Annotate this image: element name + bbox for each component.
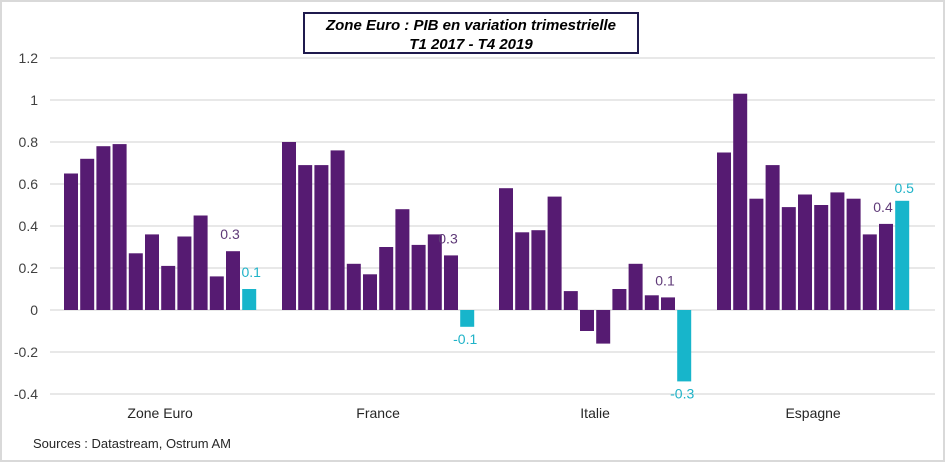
bar [128, 253, 143, 310]
y-tick-label: 0.8 [19, 134, 39, 150]
y-tick-label: -0.2 [14, 344, 38, 360]
bar [298, 165, 313, 310]
x-category-label: France [356, 405, 400, 421]
bar [515, 232, 530, 310]
bar [499, 188, 513, 310]
y-tick-label: 1.2 [19, 50, 39, 66]
bar [814, 205, 829, 310]
bar [580, 310, 594, 331]
bar [596, 310, 611, 344]
bar [547, 196, 562, 310]
bar [531, 230, 546, 310]
y-tick-label: 0.6 [19, 176, 39, 192]
chart-title: Zone Euro : PIB en variation trimestriel… [325, 17, 617, 34]
bar [644, 295, 659, 310]
bar [242, 289, 257, 310]
data-label: 0.4 [873, 199, 893, 215]
bar [781, 207, 796, 310]
chart-subtitle: T1 2017 - T4 2019 [409, 36, 533, 53]
data-label: 0.1 [241, 264, 261, 280]
bar [145, 234, 159, 310]
bar [749, 198, 764, 310]
y-tick-label: -0.4 [14, 386, 38, 402]
y-tick-label: 1 [30, 92, 38, 108]
bar [765, 165, 780, 310]
bar [733, 93, 748, 310]
bar [717, 152, 731, 310]
bar [830, 192, 845, 310]
y-tick-label: 0.2 [19, 260, 39, 276]
bar [612, 289, 627, 310]
bar [677, 310, 692, 382]
bar [846, 198, 861, 310]
bar [862, 234, 877, 310]
bar [193, 215, 208, 310]
source-note: Sources : Datastream, Ostrum AM [33, 436, 231, 451]
bar-group-zone-euro [64, 144, 257, 310]
bar [226, 251, 240, 310]
bar [444, 255, 458, 310]
x-category-label: Zone Euro [127, 405, 193, 421]
bar [314, 165, 329, 310]
y-tick-label: 0.4 [19, 218, 39, 234]
y-axis-ticks: 1.2 1 0.8 0.6 0.4 0.2 0 -0.2 -0.4 [14, 50, 38, 402]
data-label: 0.3 [220, 226, 240, 242]
bar [661, 297, 675, 310]
bar-group-italie [499, 188, 692, 382]
bar-group-espagne [717, 93, 910, 310]
bar [346, 263, 361, 310]
bar-group-france [282, 142, 475, 327]
bar [879, 223, 893, 310]
bar [460, 310, 475, 327]
x-category-label: Espagne [785, 405, 840, 421]
data-label: -0.3 [670, 385, 694, 401]
data-label: 0.5 [894, 180, 914, 196]
bar [209, 276, 224, 310]
data-label: 0.3 [438, 230, 458, 246]
bar [282, 142, 296, 310]
bar [161, 265, 176, 310]
bar [895, 200, 910, 310]
chart-title-box: Zone Euro : PIB en variation trimestriel… [303, 12, 639, 54]
data-label: -0.1 [453, 331, 477, 347]
y-tick-label: 0 [30, 302, 38, 318]
x-category-label: Italie [580, 405, 610, 421]
bar [80, 158, 95, 310]
data-label: 0.1 [655, 272, 675, 288]
bar [363, 274, 377, 310]
data-labels: 0.3 0.1 0.3 -0.1 0.1 -0.3 0.40.5 [220, 180, 914, 402]
bar [379, 247, 394, 310]
bar [177, 236, 192, 310]
x-axis-categories: Zone Euro France Italie Espagne [127, 405, 841, 421]
bar [563, 291, 578, 310]
bar [798, 194, 812, 310]
bar [112, 144, 127, 310]
bar [64, 173, 78, 310]
bar [628, 263, 643, 310]
bar [330, 150, 345, 310]
bars [64, 93, 910, 382]
bar [395, 209, 410, 310]
bar [411, 244, 426, 310]
bar [96, 146, 111, 310]
bar [427, 234, 442, 310]
